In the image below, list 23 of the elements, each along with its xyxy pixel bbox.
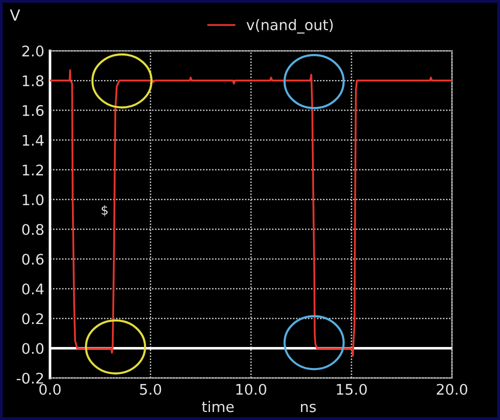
y-axis-title: V (10, 10, 20, 21)
y-tick-label: -0.2 (16, 372, 43, 384)
y-tick-label: 1.4 (22, 134, 44, 146)
y-tick-label: 1.2 (22, 164, 43, 176)
x-tick-label: 15.0 (336, 384, 367, 395)
y-tick-label: 0.8 (22, 224, 44, 236)
x-axis-title: time (202, 400, 234, 412)
y-tick-label: 0.0 (22, 342, 44, 354)
y-tick-label: 0.4 (22, 283, 44, 295)
legend-label: v(nand_out) (246, 19, 333, 34)
x-tick-label: 20.0 (436, 384, 468, 395)
x-tick-label: 10.0 (236, 384, 266, 395)
x-tick-label: 0.0 (39, 384, 61, 395)
text: ns (300, 404, 316, 412)
y-tick-label: 1.8 (22, 75, 44, 86)
line-series (50, 69, 452, 357)
y-tick-label: 1.0 (22, 194, 44, 206)
y-tick-label: 0.2 (22, 313, 43, 324)
y-tick-label: 2.0 (22, 46, 44, 57)
y-tick-label: 1.6 (22, 105, 44, 116)
x-tick-label: 5.0 (140, 384, 162, 395)
y-tick-label: 0.6 (22, 254, 44, 265)
annotation: $ (102, 205, 108, 216)
